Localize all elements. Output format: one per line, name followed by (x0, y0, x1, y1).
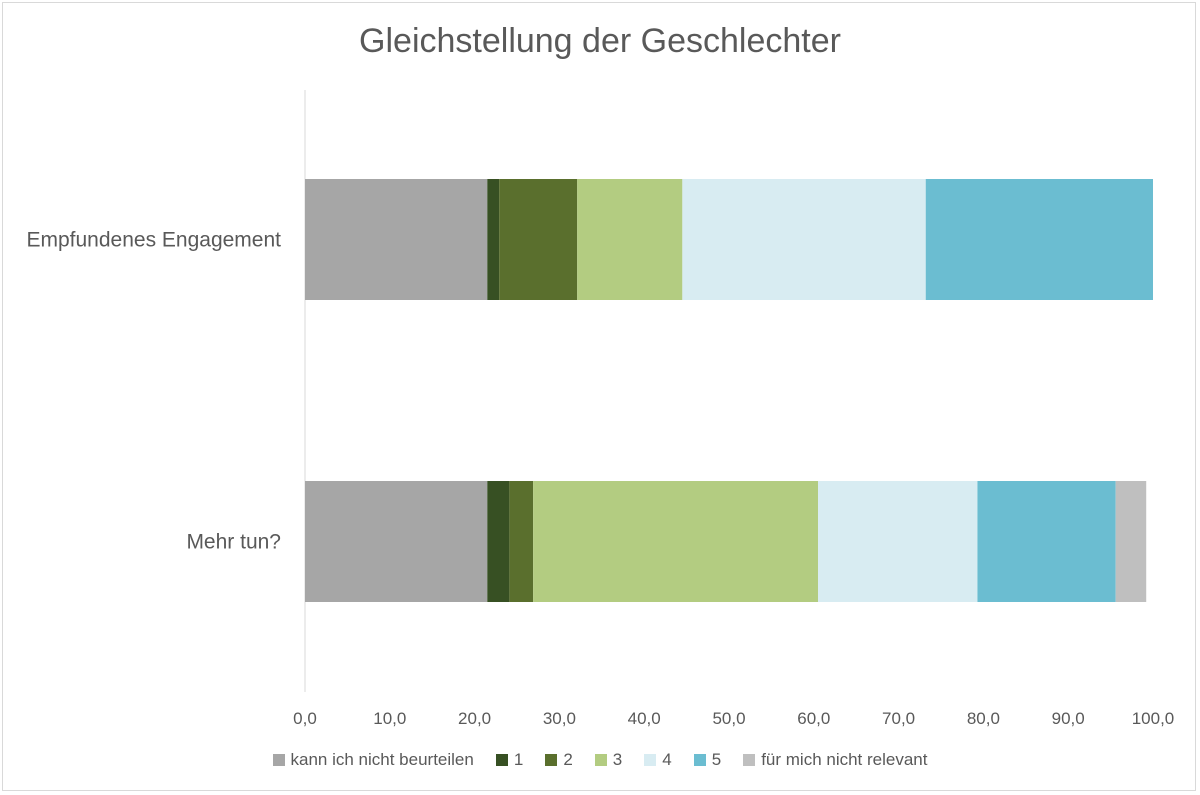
bar-segment-1-1 (305, 179, 488, 300)
x-tick-label: 70,0 (882, 709, 915, 728)
legend-label: 3 (612, 750, 623, 769)
x-tick-label: 60,0 (797, 709, 830, 728)
bar-segment-1-3 (499, 179, 578, 300)
bar-segment-2-4 (533, 481, 819, 602)
legend-item: kann ich nicht beurteilen (272, 750, 474, 770)
legend-label: 4 (662, 750, 672, 769)
x-tick-label: 10,0 (373, 709, 406, 728)
chart-title: Gleichstellung der Geschlechter (359, 22, 841, 60)
x-tick-labels: 0,0 10,0 20,0 30,0 40,0 50,0 60,0 70,0 80,0 90,0 1… (293, 709, 1174, 728)
bar-segment-1-5 (682, 179, 926, 300)
x-tick-label: 40,0 (628, 709, 661, 728)
legend-swatch (594, 754, 607, 766)
legend-swatch (693, 754, 706, 766)
bar-segment-1-6 (925, 179, 1153, 300)
category-label: Empfundenes Engagement (26, 229, 281, 252)
bar-segment-2-1 (305, 481, 488, 602)
x-tick-label: 90,0 (1052, 709, 1085, 728)
legend-label: 1 (513, 750, 524, 769)
x-tick-label: 30,0 (543, 709, 576, 728)
legend-label: 5 (711, 750, 722, 769)
bar-segment-2-5 (818, 481, 978, 602)
legend-swatch (272, 754, 285, 766)
legend: kann ich nicht beurteilen 1 2 3 4 5 für mich n… (0, 750, 1200, 770)
legend-label: 2 (563, 750, 573, 769)
x-tick-label: 50,0 (712, 709, 745, 728)
bar-segment-2-7 (1115, 481, 1147, 602)
category-label: Mehr tun? (186, 531, 281, 554)
legend-label: kann ich nicht beurteilen (290, 750, 474, 769)
legend-item: 3 (594, 750, 623, 770)
legend-swatch (545, 754, 558, 766)
legend-item: für mich nicht relevant (743, 750, 927, 770)
bar-segment-2-3 (509, 481, 534, 602)
x-tick-label: 0,0 (293, 709, 317, 728)
legend-swatch (495, 754, 508, 766)
bar-group (305, 179, 1153, 602)
legend-swatch (644, 754, 657, 766)
legend-item: 1 (495, 750, 524, 770)
legend-item: 2 (545, 750, 573, 770)
legend-item: 4 (644, 750, 672, 770)
bar-segment-2-2 (487, 481, 510, 602)
category-labels: Empfundenes Engagement Mehr tun? (26, 229, 281, 554)
bar-segment-2-6 (977, 481, 1116, 602)
bar-segment-1-4 (577, 179, 683, 300)
x-tick-label: 20,0 (458, 709, 491, 728)
legend-swatch (743, 754, 756, 766)
legend-label: für mich nicht relevant (761, 750, 928, 769)
legend-item: 5 (693, 750, 722, 770)
x-tick-label: 80,0 (967, 709, 1000, 728)
bar-segment-1-2 (487, 179, 500, 300)
x-tick-label: 100,0 (1132, 709, 1175, 728)
